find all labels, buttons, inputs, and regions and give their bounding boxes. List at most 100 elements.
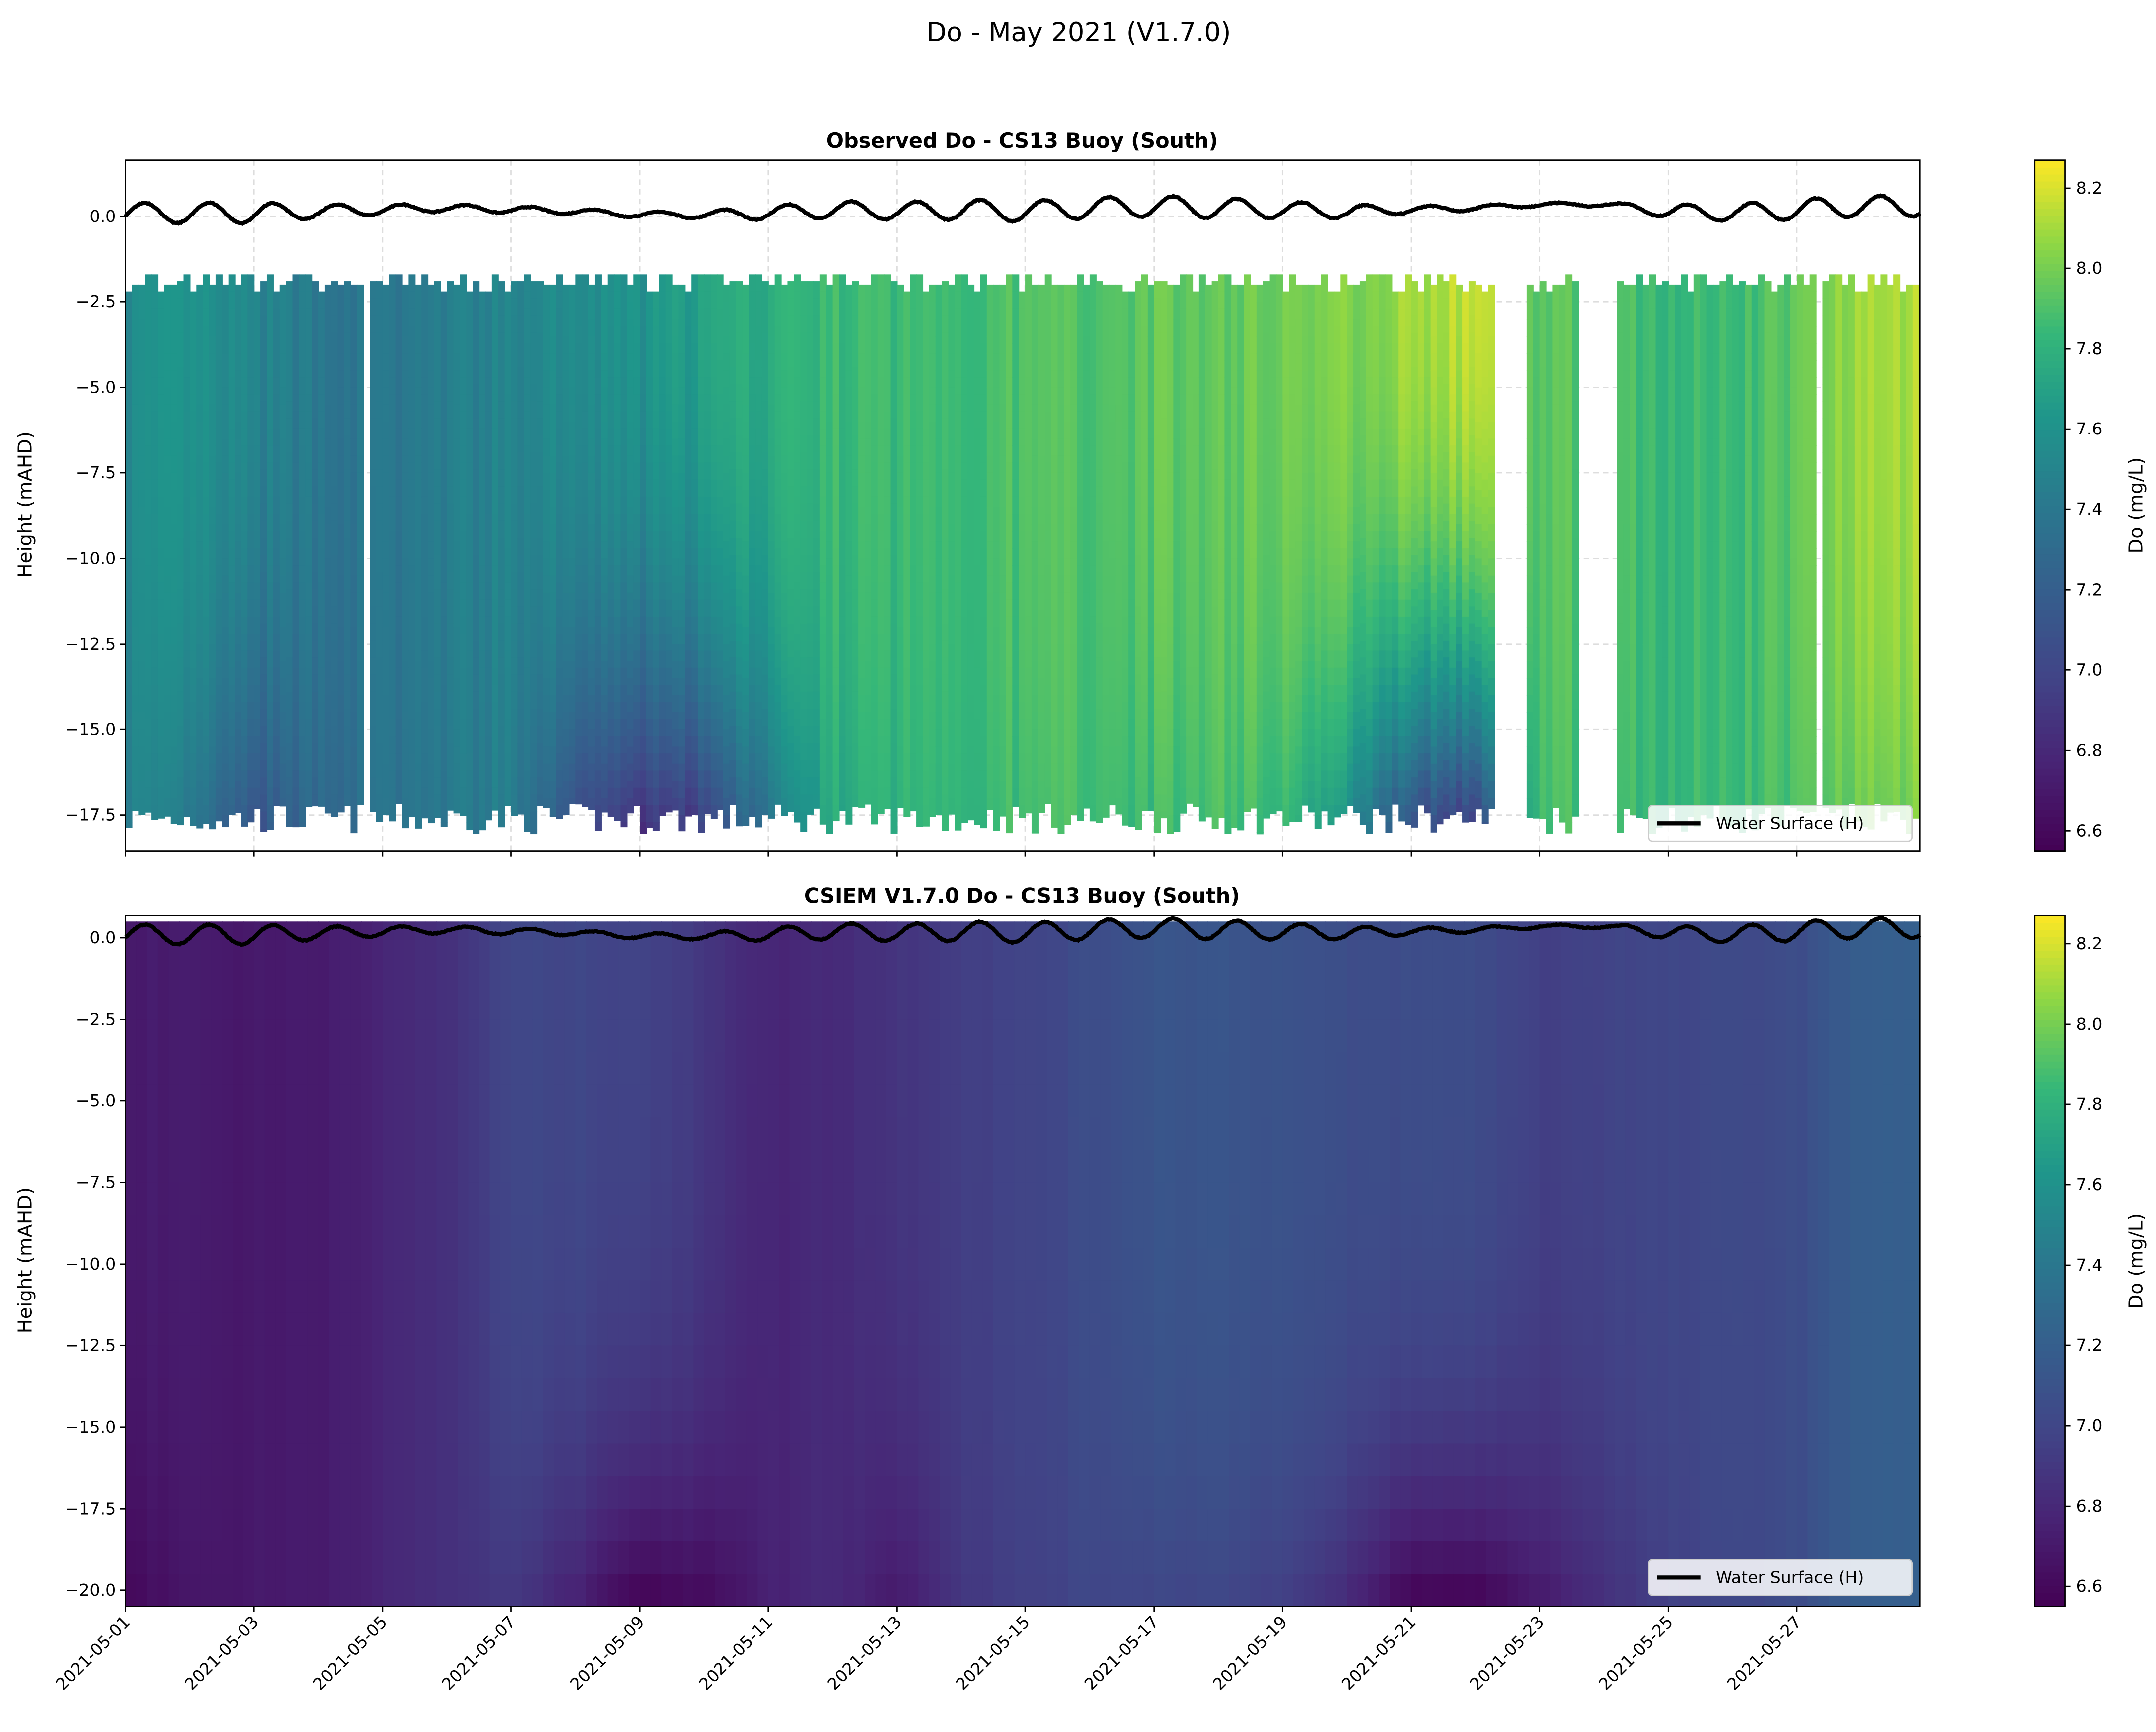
heatmap-cell [774,736,782,754]
heatmap-cell [768,746,775,764]
heatmap-cell [215,428,223,446]
heatmap-cell [832,308,840,327]
heatmap-cell [807,350,814,368]
heatmap-cell [447,589,454,607]
heatmap-cell [1019,479,1026,498]
heatmap-cell [948,558,956,576]
heatmap-cell [678,404,686,423]
heatmap-cell [1057,661,1065,679]
heatmap-cell [974,326,981,344]
heatmap-cell [1115,404,1123,423]
heatmap-cell [800,401,808,419]
heatmap-cell [447,503,454,522]
heatmap-cell [145,411,152,429]
heatmap-cell [1128,770,1136,788]
heatmap-cell [659,326,666,344]
heatmap-cell [421,787,429,806]
heatmap-cell [685,462,692,480]
heatmap-cell [826,284,833,303]
heatmap-cell [1057,712,1065,730]
heatmap-cell [1006,445,1013,463]
heatmap-cell [376,606,383,624]
heatmap-cell [659,411,666,429]
heatmap-cell [1102,644,1110,662]
heatmap-cell [884,326,891,344]
heatmap-cell [125,565,133,583]
heatmap-cell [736,777,743,795]
heatmap-cell [479,548,486,566]
heatmap-cell [266,719,274,737]
heatmap-cell [286,657,293,675]
heatmap-cell [942,657,949,675]
heatmap-cell [800,503,808,522]
heatmap-cell [890,572,898,590]
heatmap-cell [241,719,248,737]
heatmap-cell [254,787,261,806]
heatmap-cell [935,712,943,730]
heatmap-cell [916,616,924,635]
heatmap-cell [717,702,724,720]
heatmap-cell [337,644,345,662]
heatmap-cell [710,514,718,532]
heatmap-cell [498,760,505,778]
heatmap-cell [491,565,499,583]
heatmap-cell [845,387,853,405]
heatmap-cell [999,746,1007,764]
heatmap-cell [1122,736,1129,754]
heatmap-cell [203,634,210,651]
heatmap-cell [415,678,422,696]
heatmap-cell [1044,343,1052,361]
heatmap-cell [196,387,204,405]
heatmap-cell [196,558,204,576]
heatmap-cell [466,599,474,618]
heatmap-cell [871,360,878,378]
heatmap-cell [691,667,699,686]
heatmap-cell [948,404,956,423]
heatmap-cell [749,291,756,310]
heatmap-cell [170,302,178,320]
heatmap-cell [324,763,332,782]
heatmap-cell [1096,726,1103,744]
heatmap-cell [344,401,351,419]
heatmap-cell [1064,370,1071,388]
heatmap-cell [627,455,634,474]
heatmap-cell [935,336,943,354]
heatmap-cell [640,548,647,566]
heatmap-cell [170,422,178,439]
heatmap-cell [1115,336,1123,354]
heatmap-cell [916,599,924,618]
heatmap-cell [402,302,409,320]
heatmap-cell [247,394,255,412]
heatmap-cell [1025,496,1033,515]
heatmap-cell [678,472,686,491]
heatmap-cell [723,798,730,816]
heatmap-cell [183,531,191,549]
heatmap-cell [607,377,615,395]
heatmap-cell [357,404,364,423]
heatmap-cell [633,634,641,651]
heatmap-cell [447,350,454,368]
heatmap-cell [845,661,853,679]
heatmap-cell [749,753,756,771]
heatmap-cell [254,394,261,412]
heatmap-cell [247,377,255,395]
heatmap-cell [350,507,358,525]
heatmap-cell [761,418,769,436]
heatmap-cell [209,558,217,576]
heatmap-cell [1064,729,1071,747]
heatmap-cell [370,760,377,778]
heatmap-cell [1012,360,1020,378]
heatmap-cell [177,572,184,590]
heatmap-cell [292,326,300,344]
heatmap-cell [903,787,911,806]
heatmap-cell [768,490,775,508]
heatmap-cell [858,507,866,525]
heatmap-cell [607,787,615,806]
heatmap-cell [897,472,904,491]
heatmap-cell [324,712,332,730]
heatmap-cell [1102,592,1110,611]
heatmap-cell [447,572,454,590]
heatmap-cell [967,661,975,679]
heatmap-cell [588,746,596,764]
heatmap-cell [607,616,615,635]
